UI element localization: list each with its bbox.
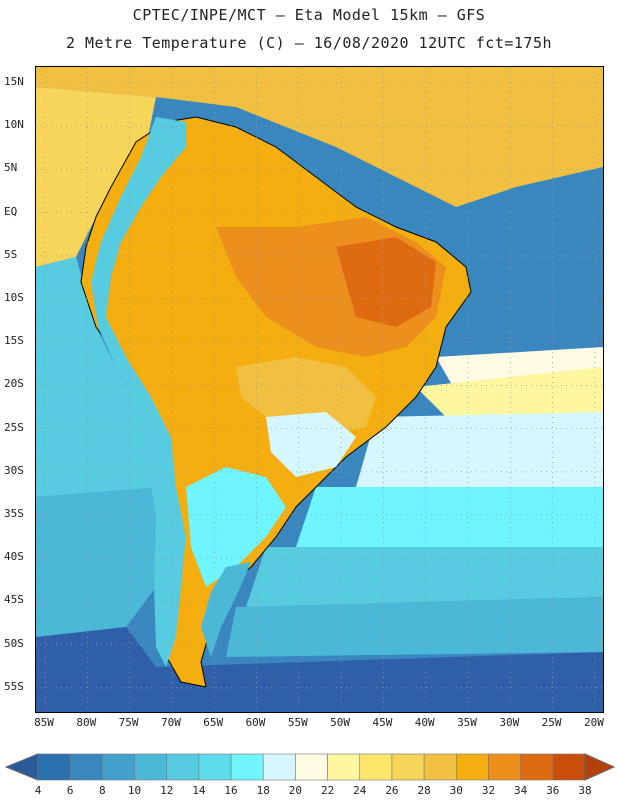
ocean-atlantic-yellow — [416, 367, 603, 417]
patagonia-cool — [201, 562, 251, 657]
lon-label-40w: 40W — [414, 716, 435, 729]
lon-label-55w: 55W — [287, 716, 308, 729]
colorbar-segment-14 — [488, 753, 521, 781]
ocean-pacific-deep — [36, 627, 176, 712]
colorbar-label-32: 32 — [481, 784, 496, 797]
colorbar-segment-9 — [327, 753, 361, 781]
colorbar-label-18: 18 — [256, 784, 270, 797]
colorbar-label-8: 8 — [99, 784, 106, 797]
colorbar-label-4: 4 — [34, 784, 42, 797]
lon-label-30w: 30W — [499, 716, 520, 729]
ocean-atlantic-light — [246, 547, 603, 607]
lat-label-45s: 45S — [4, 593, 24, 607]
lon-label-25w: 25W — [541, 716, 562, 729]
colorbar-label-30: 30 — [449, 784, 463, 797]
colorbar-label-16: 16 — [224, 784, 238, 797]
colorbar-label-36: 36 — [546, 784, 560, 797]
ocean-atlantic-cyan — [296, 487, 603, 547]
colorbar-segment-2 — [102, 753, 135, 781]
lat-label-5n: 5N — [4, 161, 18, 175]
colorbar-segment-1 — [69, 753, 103, 781]
colorbar-segment-10 — [359, 753, 393, 781]
ocean-pacific-north — [36, 87, 156, 267]
ocean-atlantic-deep — [156, 652, 603, 712]
southeast-brazil-pale — [266, 412, 356, 477]
lat-label-20s: 20S — [4, 377, 24, 391]
colorbar-label-28: 28 — [417, 784, 431, 797]
amazon-hottest-zone — [336, 237, 436, 327]
lat-label-50s: 50S — [4, 636, 24, 650]
colorbar-label-6: 6 — [66, 784, 74, 797]
lat-label-10n: 10N — [4, 118, 24, 132]
colorbar-below-arrow — [4, 753, 39, 781]
lat-label-15n: 15N — [4, 75, 24, 88]
temperature-map[interactable] — [35, 66, 604, 713]
colorbar-segment-4 — [166, 753, 200, 781]
lon-label-70w: 70W — [160, 716, 181, 729]
lat-label-40s: 40S — [4, 550, 24, 564]
colorbar-label-12: 12 — [160, 784, 174, 797]
lon-label-35w: 35W — [457, 716, 477, 729]
colorbar-label-20: 20 — [288, 784, 303, 797]
ocean-north-warm — [36, 67, 603, 207]
colorbar-label-34: 34 — [514, 784, 528, 797]
ocean-pacific-mid — [36, 257, 166, 497]
colorbar-segment-13 — [455, 753, 489, 781]
colorbar-segment-15 — [520, 753, 554, 781]
lat-label-15s: 15S — [4, 334, 24, 348]
lon-label-75w: 75W — [118, 716, 139, 729]
lat-label-eq: EQ — [4, 204, 18, 218]
lat-label-10s: 10S — [4, 291, 24, 304]
colorbar-segment-7 — [262, 753, 296, 781]
lon-label-45w: 45W — [372, 716, 393, 729]
lon-label-65w: 65W — [203, 716, 224, 729]
lat-label-30s: 30S — [4, 463, 24, 477]
lon-label-80w: 80W — [76, 716, 97, 729]
colorbar-segment-8 — [295, 753, 328, 781]
colorbar-segment-11 — [391, 753, 425, 781]
lon-label-85w: 85W — [34, 716, 54, 729]
lat-label-5s: 5S — [4, 247, 18, 261]
colorbar-segment-0 — [37, 753, 71, 781]
colorbar-above-arrow — [584, 753, 616, 781]
map-canvas — [36, 67, 603, 712]
southern-cone-cool — [186, 467, 286, 587]
map-title-line-2: 2 Metre Temperature (C) – 16/08/2020 12U… — [65, 34, 553, 52]
ocean-atlantic-pale — [356, 412, 603, 487]
temperature-colorbar — [4, 753, 616, 781]
colorbar-label-10: 10 — [127, 784, 142, 797]
colorbar-label-14: 14 — [192, 784, 206, 797]
colorbar-segment-6 — [230, 753, 264, 781]
colorbar-label-38: 38 — [578, 784, 592, 797]
lat-label-25s: 25S — [4, 420, 24, 434]
colorbar-segment-3 — [134, 753, 168, 781]
ocean-fill — [36, 67, 603, 712]
lon-label-20w: 20W — [583, 716, 604, 729]
colorbar-segment-5 — [198, 753, 232, 781]
map-title-line-1: CPTEC/INPE/MCT – Eta Model 15km – GFS — [132, 6, 486, 24]
colorbar-segment-12 — [423, 753, 457, 781]
lon-label-50w: 50W — [330, 716, 351, 729]
lon-label-60w: 60W — [245, 716, 266, 729]
lat-label-35s: 35S — [4, 507, 24, 520]
colorbar-segment-16 — [552, 753, 586, 781]
colorbar-label-24: 24 — [353, 784, 367, 797]
andes-cool-ridge — [91, 117, 186, 667]
ocean-atlantic-mid — [226, 597, 603, 657]
lat-label-55s: 55S — [4, 679, 24, 693]
ocean-pacific-south — [36, 487, 166, 637]
colorbar-label-22: 22 — [320, 784, 335, 797]
colorbar-label-26: 26 — [385, 784, 399, 797]
